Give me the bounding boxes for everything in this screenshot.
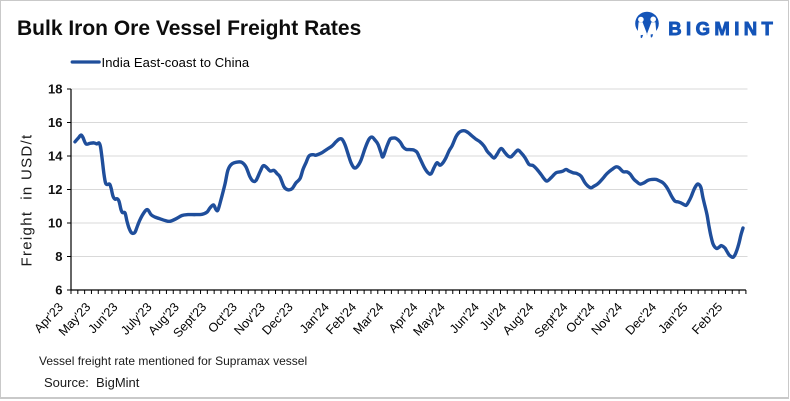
svg-text:Jun'23: Jun'23 [85, 300, 120, 336]
svg-text:Aug'24: Aug'24 [500, 300, 537, 338]
svg-text:14: 14 [48, 148, 63, 163]
svg-text:16: 16 [48, 115, 62, 130]
svg-text:6: 6 [55, 282, 62, 297]
svg-text:8: 8 [55, 249, 62, 264]
svg-text:Jan'25: Jan'25 [655, 300, 690, 336]
svg-text:12: 12 [48, 182, 62, 197]
svg-text:18: 18 [48, 81, 62, 96]
svg-text:Dec'23: Dec'23 [259, 300, 296, 338]
svg-text:Mar'24: Mar'24 [350, 300, 386, 337]
svg-text:Feb'25: Feb'25 [689, 300, 725, 337]
svg-text:Freight in USD/t: Freight in USD/t [19, 134, 36, 267]
svg-text:Nov'24: Nov'24 [589, 300, 626, 338]
svg-text:BIGMINT: BIGMINT [668, 18, 777, 39]
svg-text:Jun'24: Jun'24 [447, 300, 482, 336]
svg-text:10: 10 [48, 215, 62, 230]
svg-text:Sept'24: Sept'24 [532, 300, 571, 340]
svg-text:Dec'24: Dec'24 [623, 300, 660, 338]
